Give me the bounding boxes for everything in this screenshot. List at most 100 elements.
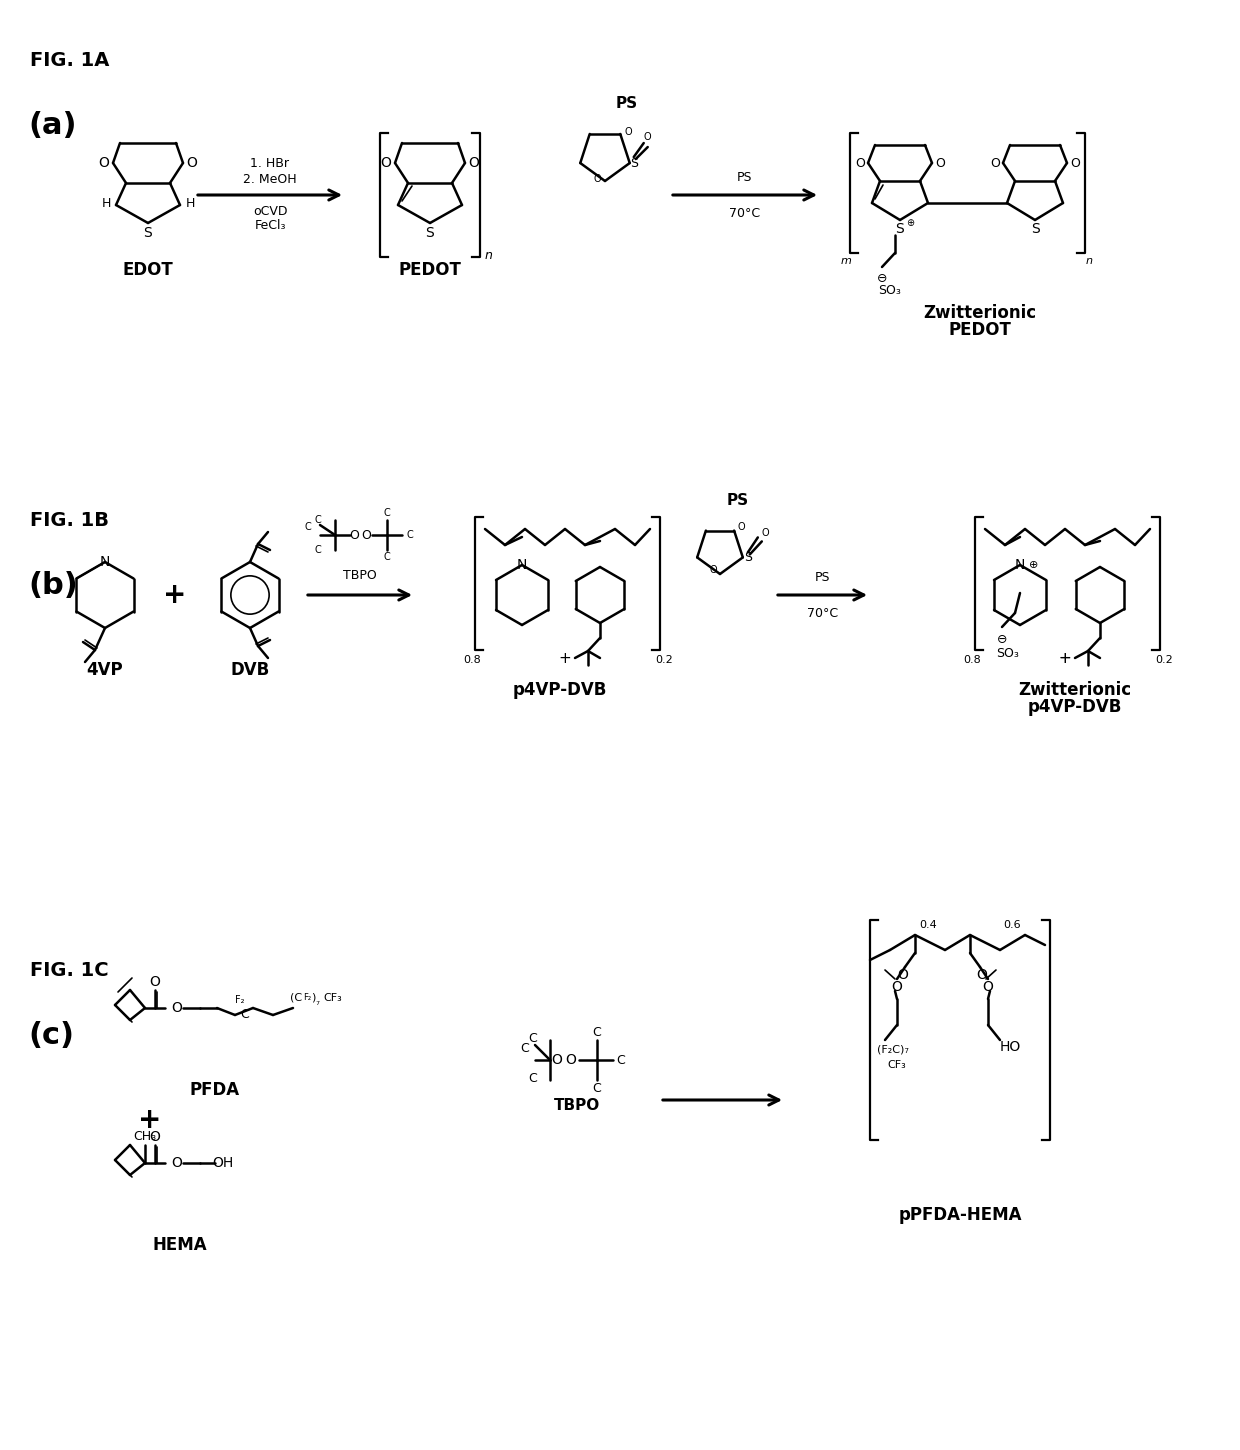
Text: PS: PS [727,493,749,508]
Text: C: C [315,545,321,555]
Text: O: O [982,980,993,995]
Text: ⊕: ⊕ [1029,560,1039,570]
Text: p4VP-DVB: p4VP-DVB [513,682,608,699]
Text: 4VP: 4VP [87,661,123,679]
Text: 0.8: 0.8 [463,655,481,666]
Text: SO₃: SO₃ [997,647,1019,660]
Text: C: C [407,531,413,539]
Text: O: O [565,1053,577,1067]
Text: CF₃: CF₃ [888,1060,906,1070]
Text: C: C [593,1025,601,1038]
Text: O: O [593,174,601,184]
Text: O: O [98,157,109,170]
Text: 70°C: 70°C [729,206,760,219]
Text: F₂: F₂ [236,995,244,1005]
Text: S: S [144,226,153,241]
Text: PEDOT: PEDOT [398,261,461,278]
Text: DVB: DVB [231,661,269,679]
Text: FIG. 1A: FIG. 1A [30,51,109,70]
Text: O: O [644,132,651,142]
Text: S: S [895,222,904,236]
Text: O: O [709,566,717,576]
Text: FIG. 1B: FIG. 1B [30,510,109,529]
Text: O: O [625,128,632,136]
Text: C: C [305,522,311,532]
Text: PS: PS [738,171,753,184]
Text: FIG. 1C: FIG. 1C [30,960,109,980]
Text: O: O [990,157,999,170]
Text: 0.2: 0.2 [655,655,673,666]
Text: Zwitterionic: Zwitterionic [1018,682,1132,699]
Text: O: O [171,1156,182,1170]
Text: O: O [935,157,945,170]
Text: 0.6: 0.6 [1003,919,1021,929]
Text: C: C [383,552,391,563]
Text: ⊕: ⊕ [906,218,914,228]
Text: H: H [185,197,195,209]
Text: n: n [485,248,492,261]
Text: O: O [469,157,480,170]
Text: S: S [744,551,751,564]
Text: ⊖: ⊖ [877,271,888,284]
Text: N: N [99,555,110,568]
Text: n: n [1085,257,1092,265]
Text: S: S [1030,222,1039,236]
Text: CH₃: CH₃ [134,1131,156,1144]
Text: N: N [517,558,527,571]
Text: PEDOT: PEDOT [949,320,1012,339]
Text: ⊖: ⊖ [997,632,1007,645]
Text: O: O [1070,157,1080,170]
Text: O: O [856,157,866,170]
Text: m: m [841,257,852,265]
Text: O: O [186,157,197,170]
Text: O: O [361,528,371,541]
Text: ₇: ₇ [315,998,319,1006]
Text: O: O [761,528,769,538]
Text: OH: OH [212,1156,233,1170]
Text: oCVD: oCVD [253,204,288,218]
Text: CF₃: CF₃ [322,993,342,1003]
Text: SO₃: SO₃ [879,284,901,296]
Text: +: + [1059,651,1071,666]
Text: O: O [350,528,358,541]
Text: HO: HO [999,1040,1021,1054]
Text: (C: (C [290,993,303,1003]
Text: (c): (c) [29,1021,74,1050]
Text: C: C [315,515,321,525]
Text: O: O [738,522,745,532]
Text: O: O [381,157,392,170]
Text: C: C [593,1082,601,1095]
Text: +: + [1059,651,1071,666]
Text: F₂: F₂ [303,993,311,1002]
Text: 0.4: 0.4 [919,919,937,929]
Text: O: O [552,1053,563,1067]
Text: 2. MeOH: 2. MeOH [243,173,296,186]
Text: 0.8: 0.8 [963,655,981,666]
Text: +: + [559,651,572,666]
Text: HEMA: HEMA [153,1235,207,1254]
Text: p4VP-DVB: p4VP-DVB [1028,697,1122,716]
Text: TBPO: TBPO [343,568,377,581]
Text: EDOT: EDOT [123,261,174,278]
Text: O: O [898,969,909,982]
Text: N: N [1014,558,1025,571]
Text: (b): (b) [29,570,78,599]
Text: C: C [241,1009,249,1021]
Text: +: + [139,1106,161,1134]
Text: TBPO: TBPO [554,1098,600,1112]
Text: O: O [150,1130,160,1144]
Text: C: C [528,1072,537,1085]
Text: PS: PS [815,570,831,583]
Text: pPFDA-HEMA: pPFDA-HEMA [898,1206,1022,1224]
Text: C: C [521,1041,529,1054]
Text: 1. HBr: 1. HBr [250,157,289,170]
Text: 70°C: 70°C [807,606,838,619]
Text: PFDA: PFDA [190,1082,241,1099]
Text: S: S [425,226,434,241]
Text: C: C [616,1054,625,1067]
Text: S: S [630,157,637,170]
Text: +: + [164,581,187,609]
Text: (a): (a) [29,110,77,139]
Text: O: O [977,969,987,982]
Text: O: O [150,974,160,989]
